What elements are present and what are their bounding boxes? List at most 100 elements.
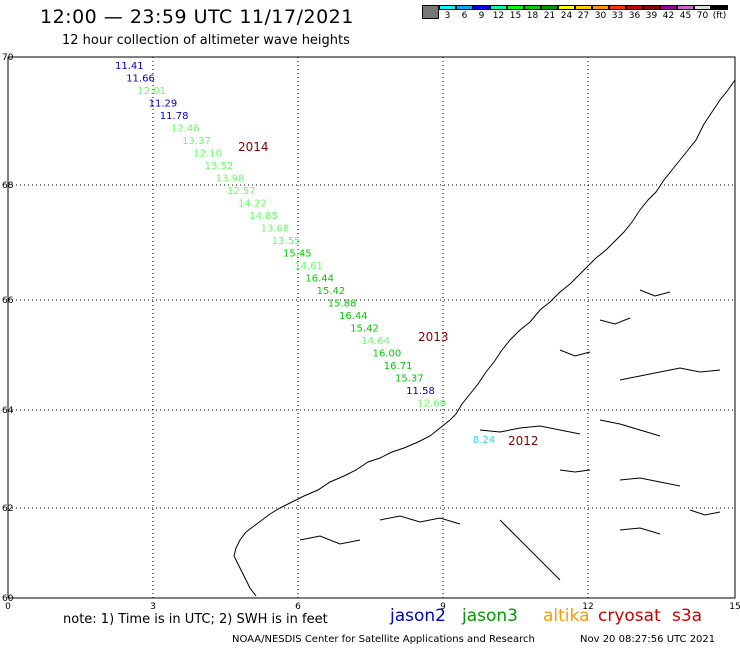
scale-color-box (422, 5, 439, 19)
scale-label: 3 (444, 11, 451, 21)
scale-swatch (422, 5, 439, 21)
scale-color-box (507, 5, 524, 10)
lat-tick-label: 64 (2, 406, 14, 416)
pass-year-label: 2014 (238, 140, 269, 154)
scale-color-box (711, 5, 728, 10)
swh-label: 13.98 (216, 174, 245, 185)
swh-label: 16.00 (373, 349, 402, 360)
scale-label: 21 (543, 11, 556, 21)
swh-label: 14.85 (249, 211, 278, 222)
swh-label: 13.68 (261, 224, 290, 235)
swh-label: 15.88 (328, 299, 357, 310)
swh-label: 11.66 (126, 74, 155, 85)
scale-label: 39 (645, 11, 658, 21)
timestamp-text: Nov 20 08:27:56 UTC 2021 (580, 634, 716, 645)
legend-item: altika (543, 606, 590, 626)
scale-label: (ft) (712, 11, 727, 21)
swh-label: 12.69 (417, 399, 446, 410)
scale-swatch: 39 (643, 5, 660, 21)
scale-label: 9 (478, 11, 485, 21)
swh-label: 12.10 (193, 149, 222, 160)
coastline (233, 79, 736, 598)
scale-swatch: 15 (507, 5, 524, 21)
lon-tick-label: 3 (150, 602, 156, 612)
swh-label: 15.42 (350, 324, 379, 335)
swh-label: 14.22 (238, 199, 267, 210)
lat-tick-label: 60 (2, 594, 14, 604)
swh-label: 15.42 (317, 286, 346, 297)
scale-label: 6 (461, 11, 468, 21)
pass-year-label: 2012 (508, 434, 539, 448)
color-scale: 3 6 9 12 15 18 21 24 27 30 33 36 39 42 45 70 (ft) (422, 5, 728, 21)
swh-label: 15.37 (395, 374, 424, 385)
pass-year-label: 2013 (418, 330, 449, 344)
lon-tick-label: 12 (582, 602, 593, 612)
scale-color-box (694, 5, 711, 10)
scale-swatch: 21 (541, 5, 558, 21)
swh-label: 11.58 (406, 386, 435, 397)
scale-color-box (592, 5, 609, 10)
scale-color-box (660, 5, 677, 10)
lon-tick-label: 15 (729, 602, 740, 612)
scale-color-box (456, 5, 473, 10)
scale-label: 36 (628, 11, 641, 21)
lon-tick-label: 0 (5, 602, 11, 612)
footer-note: note: 1) Time is in UTC; 2) SWH is in fe… (63, 612, 328, 627)
swh-label: 12.01 (137, 86, 166, 97)
scale-swatch: 36 (626, 5, 643, 21)
scale-swatch: 3 (439, 5, 456, 21)
swh-label: 15.45 (283, 249, 312, 260)
scale-swatch: 18 (524, 5, 541, 21)
scale-swatch: 9 (473, 5, 490, 21)
scale-label: 12 (492, 11, 505, 21)
scale-color-box (643, 5, 660, 10)
scale-color-box (473, 5, 490, 10)
swh-label: 14.64 (361, 336, 390, 347)
scale-swatch: 45 (677, 5, 694, 21)
scale-swatch: 6 (456, 5, 473, 21)
swh-label: 16.44 (339, 311, 368, 322)
scale-label: 30 (594, 11, 607, 21)
swh-label: 12.46 (171, 124, 200, 135)
legend-item: jason2 (390, 606, 446, 626)
scale-label: 33 (611, 11, 624, 21)
scale-color-box (558, 5, 575, 10)
scale-color-box (541, 5, 558, 10)
swh-label: 11.41 (115, 61, 144, 72)
swh-label: 13.37 (182, 136, 211, 147)
swh-label: 11.29 (149, 99, 178, 110)
scale-color-box (677, 5, 694, 10)
swh-label: 16.71 (384, 361, 413, 372)
scale-swatch: 42 (660, 5, 677, 21)
scale-swatch: 12 (490, 5, 507, 21)
scale-swatch: 33 (609, 5, 626, 21)
scale-color-box (609, 5, 626, 10)
map-title: 12:00 — 23:59 UTC 11/17/2021 (40, 6, 354, 28)
scale-color-box (524, 5, 541, 10)
map-subtitle: 12 hour collection of altimeter wave hei… (62, 33, 350, 48)
scale-swatch: (ft) (711, 5, 728, 21)
swh-label: 12.57 (227, 186, 256, 197)
lat-tick-label: 70 (2, 53, 14, 63)
swh-label: 13.52 (205, 161, 234, 172)
lon-tick-label: 6 (295, 602, 301, 612)
scale-label: 45 (679, 11, 692, 21)
swh-label: 13.55 (272, 236, 301, 247)
swh-label: 14.61 (294, 261, 323, 272)
scale-color-box (626, 5, 643, 10)
swh-label: 16.44 (305, 274, 334, 285)
scale-label: 18 (526, 11, 539, 21)
grid-lines: 70 68 66 64 62 600 3 6 9 12 15 (2, 53, 740, 612)
swh-label: 11.78 (160, 111, 189, 122)
scale-swatch: 27 (575, 5, 592, 21)
legend-item: s3a (672, 606, 703, 626)
scale-color-box (439, 5, 456, 10)
swh-label: 8.24 (473, 435, 495, 446)
lat-tick-label: 62 (2, 504, 13, 514)
legend-item: jason3 (462, 606, 518, 626)
legend-item: cryosat (598, 606, 661, 626)
lon-tick-label: 9 (440, 602, 446, 612)
